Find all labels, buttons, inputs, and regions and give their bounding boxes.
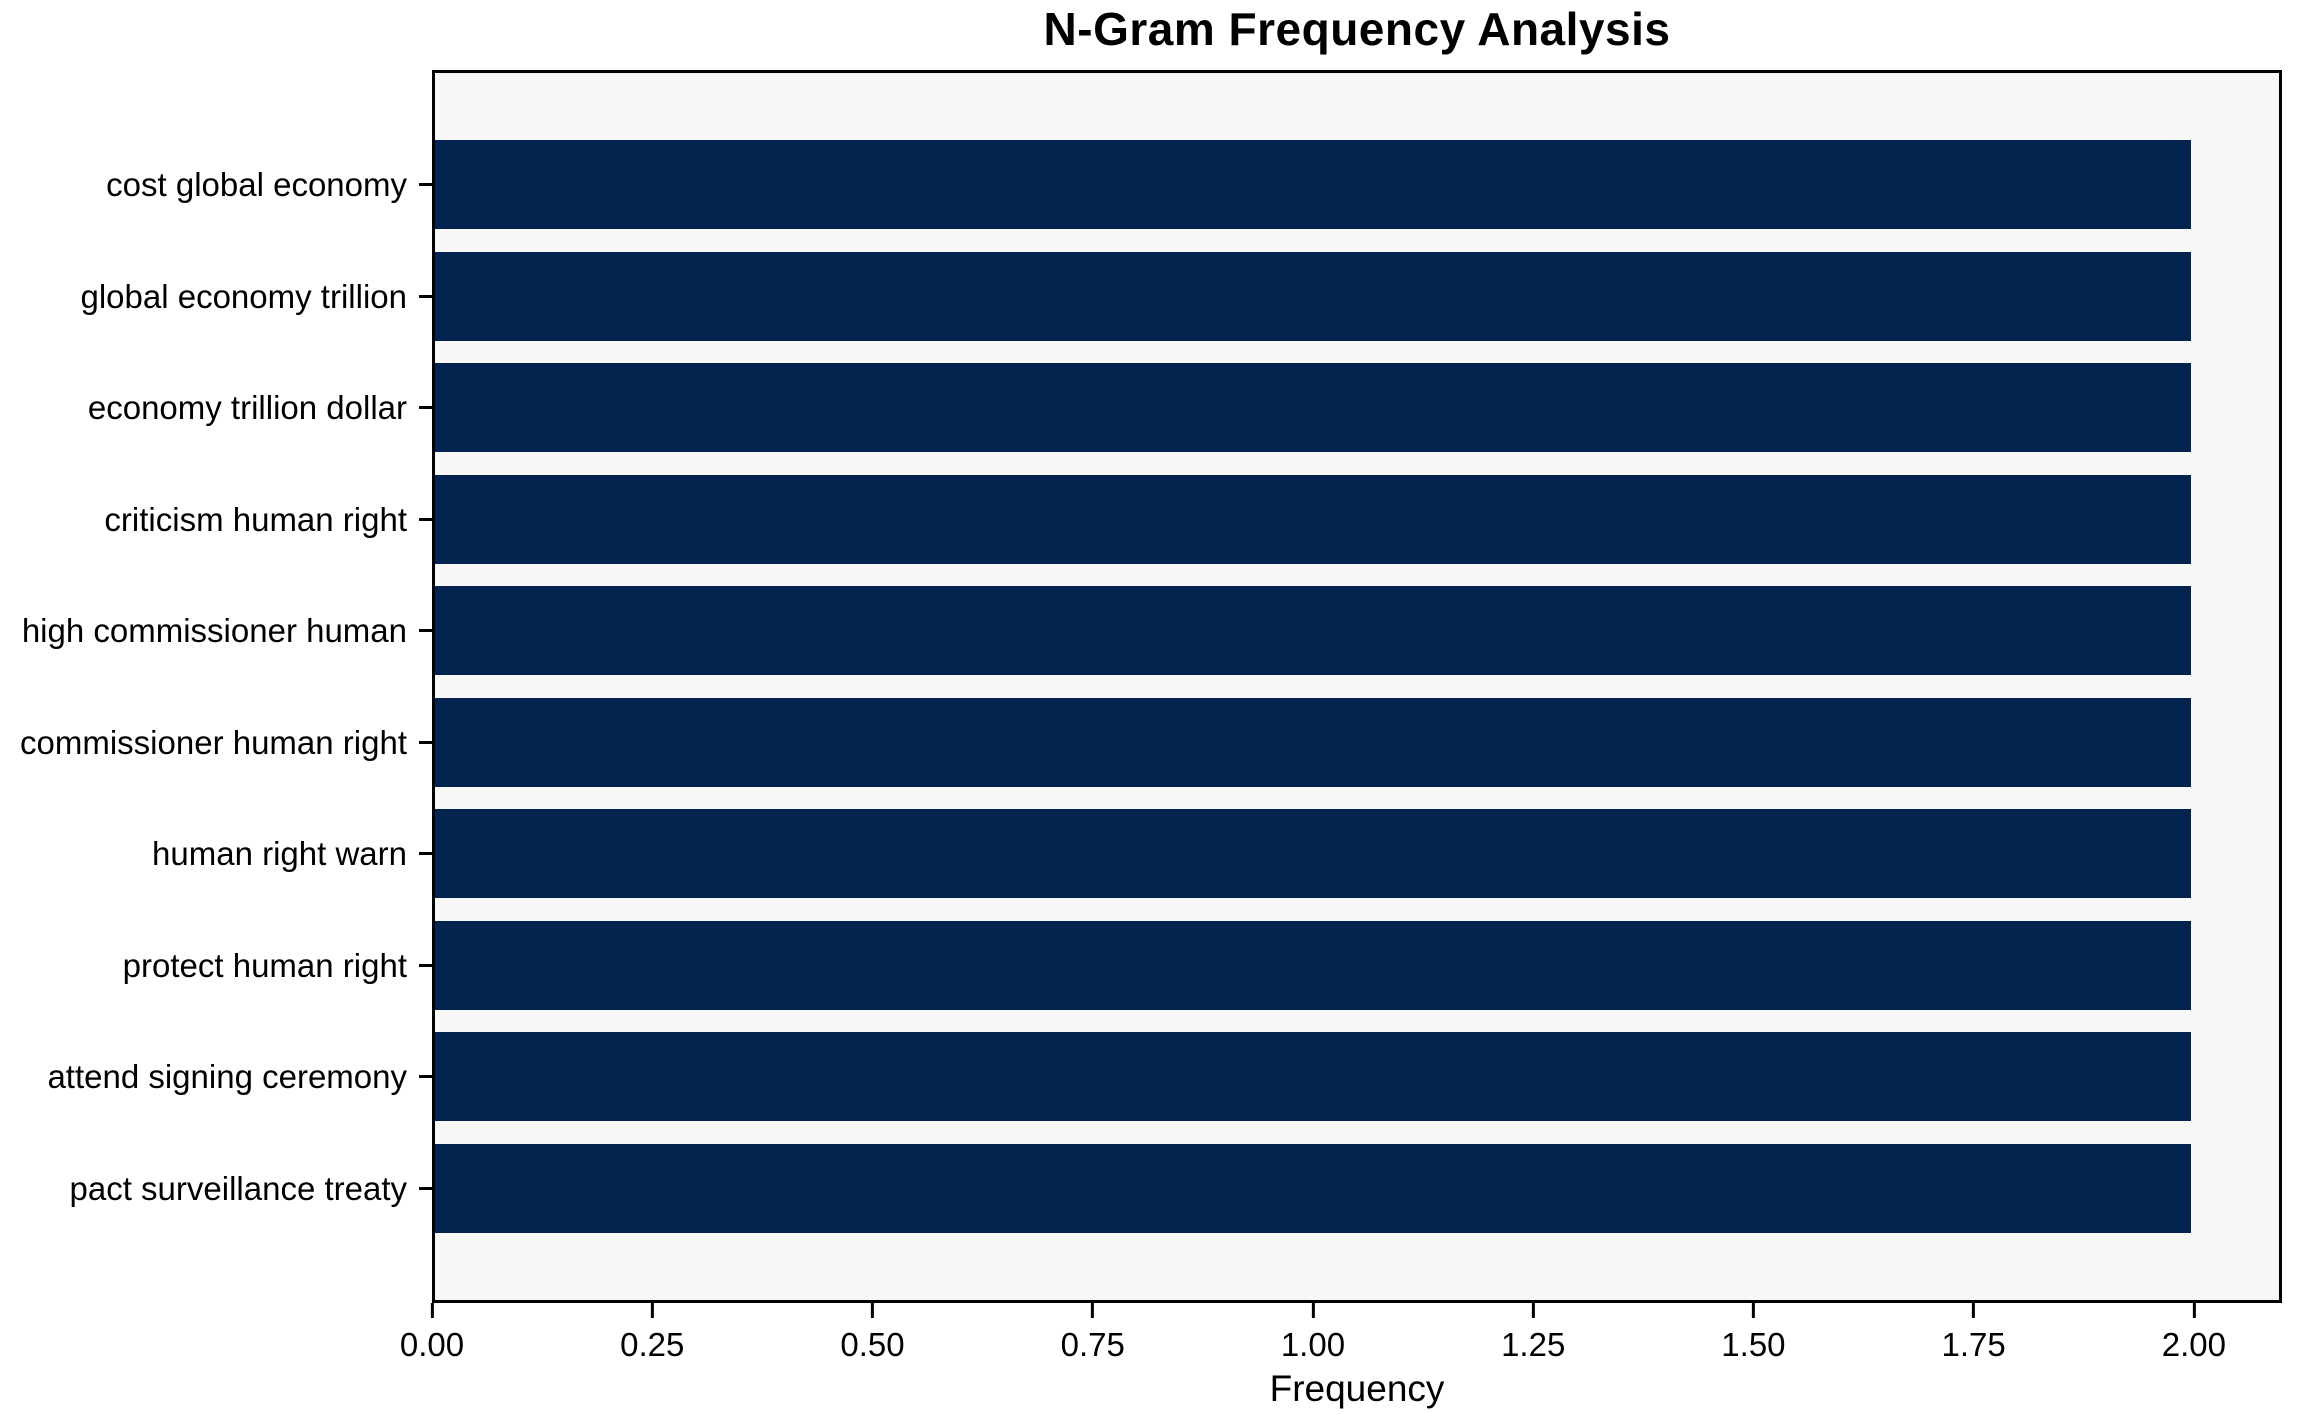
y-tick-mark <box>419 1075 432 1079</box>
y-tick-mark <box>419 294 432 298</box>
y-tick-mark <box>419 406 432 410</box>
bar-row: high commissioner human <box>22 575 2279 687</box>
x-tick-mark <box>1972 1303 1976 1318</box>
x-tick-label: 0.50 <box>840 1326 905 1363</box>
bar <box>435 474 2192 564</box>
y-tick-mark <box>419 963 432 967</box>
chart-title: N-Gram Frequency Analysis <box>1043 3 1671 55</box>
y-tick-mark <box>419 629 432 633</box>
y-tick-mark <box>419 1186 432 1190</box>
y-tick-label: pact surveillance treaty <box>69 1169 408 1207</box>
x-tick-label: 0.75 <box>1060 1326 1125 1363</box>
x-axis-label: Frequency <box>1269 1368 1445 1409</box>
bar-row: human right warn <box>152 798 2279 910</box>
x-tick: 1.00 <box>1281 1303 1345 1364</box>
bar-row: global economy trillion <box>80 241 2279 353</box>
bar <box>435 363 2192 453</box>
y-tick-label: criticism human right <box>104 500 407 538</box>
bar <box>435 1143 2192 1233</box>
x-tick-mark <box>1311 1303 1315 1318</box>
y-tick-label: high commissioner human <box>21 612 407 650</box>
bars-container: cost global economy global economy trilli… <box>20 73 2279 1300</box>
x-tick-label: 1.25 <box>1501 1326 1566 1363</box>
x-tick-mark <box>2192 1303 2196 1318</box>
bar <box>435 1032 2192 1122</box>
y-tick-label: economy trillion dollar <box>87 389 407 427</box>
x-tick-label: 0.00 <box>399 1326 465 1363</box>
bar-row: commissioner human right <box>20 687 2279 799</box>
x-tick-mark <box>1091 1303 1095 1318</box>
x-tick-label: 1.50 <box>1721 1326 1786 1363</box>
x-tick-label: 1.75 <box>1941 1326 2006 1363</box>
bar-row: pact surveillance treaty <box>70 1133 2279 1245</box>
bar-row: attend signing ceremony <box>47 1021 2279 1133</box>
x-tick-mark <box>870 1303 874 1318</box>
y-tick-label: human right warn <box>152 835 407 873</box>
y-tick-label: protect human right <box>122 946 407 984</box>
bar-row: criticism human right <box>104 464 2279 576</box>
y-tick-label: commissioner human right <box>20 723 407 761</box>
x-tick: 1.75 <box>1942 1303 2006 1364</box>
bar <box>435 586 2192 676</box>
x-tick: 1.50 <box>1721 1303 1786 1364</box>
bar <box>435 251 2192 341</box>
x-tick-mark <box>1531 1303 1535 1318</box>
y-tick-label: attend signing ceremony <box>47 1058 407 1096</box>
x-tick: 0.50 <box>840 1303 905 1364</box>
bar <box>435 809 2192 899</box>
x-tick-mark <box>430 1303 434 1318</box>
y-tick-label: cost global economy <box>106 166 407 204</box>
bar <box>435 697 2192 787</box>
plot-area: cost global economy global economy trilli… <box>20 70 2282 1303</box>
bar-row: economy trillion dollar <box>88 352 2279 464</box>
y-tick-mark <box>419 183 432 187</box>
x-tick-label: 1.00 <box>1280 1326 1346 1363</box>
x-tick: 0.25 <box>620 1303 684 1364</box>
x-tick: 0.75 <box>1061 1303 1125 1364</box>
bar-row: cost global economy <box>106 129 2279 241</box>
y-tick-label: global economy trillion <box>80 277 407 315</box>
x-tick: 2.00 <box>2162 1303 2226 1364</box>
bar <box>435 920 2192 1010</box>
bar-row: protect human right <box>123 910 2279 1022</box>
x-tick: 0.00 <box>400 1303 464 1364</box>
x-tick-mark <box>1751 1303 1755 1318</box>
x-tick-label: 0.25 <box>620 1326 685 1363</box>
y-tick-mark <box>419 740 432 744</box>
bar <box>435 140 2192 230</box>
y-tick-mark <box>419 517 432 521</box>
x-tick-label: 2.00 <box>2161 1326 2227 1363</box>
x-tick: 1.25 <box>1501 1303 1565 1364</box>
x-tick-mark <box>650 1303 654 1318</box>
y-tick-mark <box>419 852 432 856</box>
